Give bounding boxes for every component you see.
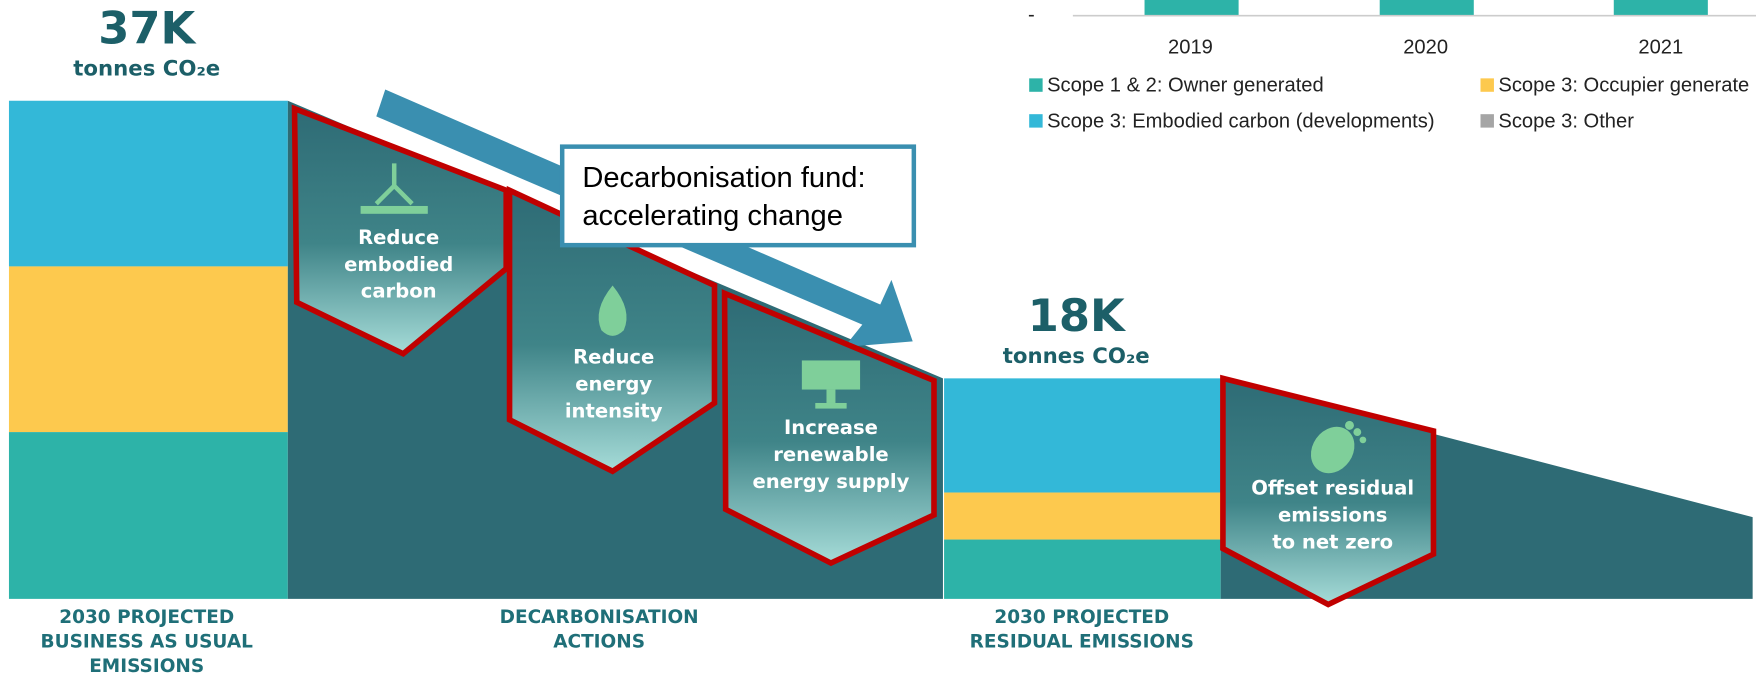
callout-text: accelerating change: [582, 200, 843, 232]
year: 2021: [1638, 36, 1683, 58]
caption: RESIDUAL EMISSIONS: [970, 632, 1194, 653]
caption: EMISSIONS: [89, 656, 204, 675]
legend-entry: Scope 3: Other: [1498, 110, 1634, 132]
caption: ACTIONS: [553, 632, 645, 653]
bar: [1144, 0, 1239, 16]
action-label: energy supply: [753, 470, 910, 493]
action-label: Offset residual: [1251, 477, 1414, 500]
block: [944, 378, 1221, 493]
total-unit: tonnes CO₂e: [1003, 344, 1150, 369]
caption: 2030 PROJECTED: [994, 607, 1169, 628]
action-label: renewable: [773, 443, 888, 466]
year: 2020: [1403, 36, 1448, 58]
caption: DECARBONISATION: [500, 607, 699, 628]
action-label: Increase: [784, 416, 878, 439]
legend-entry: Scope 1 & 2: Owner generated: [1047, 75, 1324, 97]
shield: [721, 289, 937, 567]
legend-entry: Scope 3: Embodied carbon (developments): [1047, 110, 1434, 132]
action-label: emissions: [1278, 504, 1387, 527]
bar: [1379, 0, 1474, 16]
action-label: energy: [575, 373, 652, 396]
block: [8, 266, 288, 433]
action-label: embodied: [344, 253, 453, 276]
legend-swatch: [1480, 114, 1494, 128]
legend-swatch: [1029, 78, 1043, 92]
bar: [1613, 0, 1708, 16]
caption: 2030 PROJECTED: [59, 607, 234, 628]
legend-entry: Scope 3: Occupier generate: [1498, 75, 1749, 97]
action-label: Reduce: [358, 226, 439, 249]
shield: [1220, 374, 1437, 608]
axis-label: -: [1028, 4, 1035, 26]
shield: [291, 104, 509, 358]
year: 2019: [1168, 36, 1213, 58]
action-label: Reduce: [573, 346, 654, 369]
action-label: intensity: [565, 399, 663, 422]
total-value: 18K: [1028, 289, 1127, 342]
block: [944, 492, 1221, 540]
legend-swatch: [1029, 114, 1043, 128]
callout-text: Decarbonisation fund:: [582, 162, 865, 194]
action-label: to net zero: [1272, 530, 1393, 553]
block: [8, 432, 288, 599]
total-unit: tonnes CO₂e: [73, 56, 220, 81]
callout-box: [559, 144, 917, 248]
action-label: carbon: [361, 280, 437, 303]
caption: BUSINESS AS USUAL: [41, 632, 254, 653]
icon: [360, 163, 1367, 474]
block: [8, 100, 288, 267]
legend-swatch: [1480, 78, 1494, 92]
block: [944, 539, 1221, 599]
inset-chart: - 2019 2020 2021 Scope 1 & 2: Owner gene…: [1028, 0, 1756, 132]
total-value: 37K: [98, 1, 197, 54]
text-layer: 2030 PROJECTED BUSINESS AS USUAL EMISSIONS…: [41, 226, 1415, 675]
